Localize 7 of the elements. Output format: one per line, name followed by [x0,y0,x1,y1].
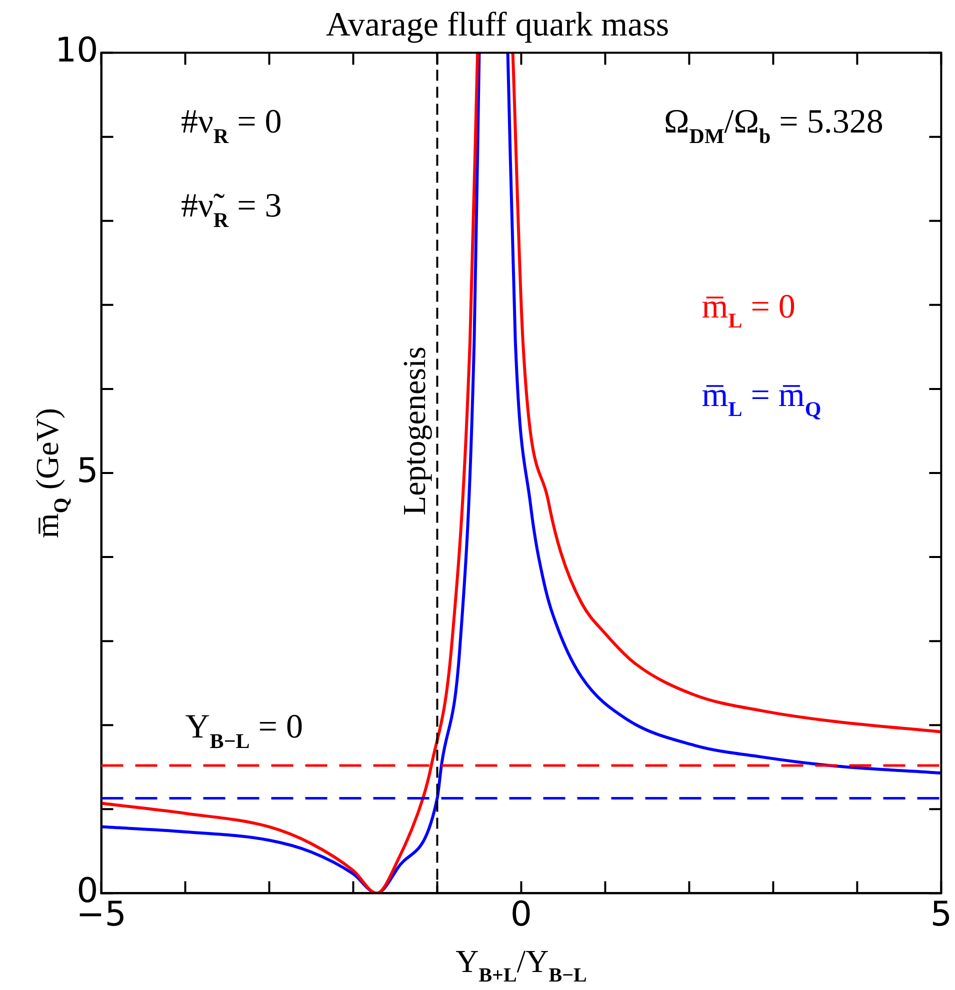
y-tick-label: 10 [55,30,98,71]
chart-title: Avarage fluff quark mass [326,6,670,44]
y-tick-label: 5 [76,450,98,491]
y-axis-title: m̅Q (GeV) [29,408,73,538]
x-tick-label: 5 [930,894,952,934]
x-tick-label: 0 [510,894,532,934]
ref-line-label: Leptogenesis [396,346,432,516]
